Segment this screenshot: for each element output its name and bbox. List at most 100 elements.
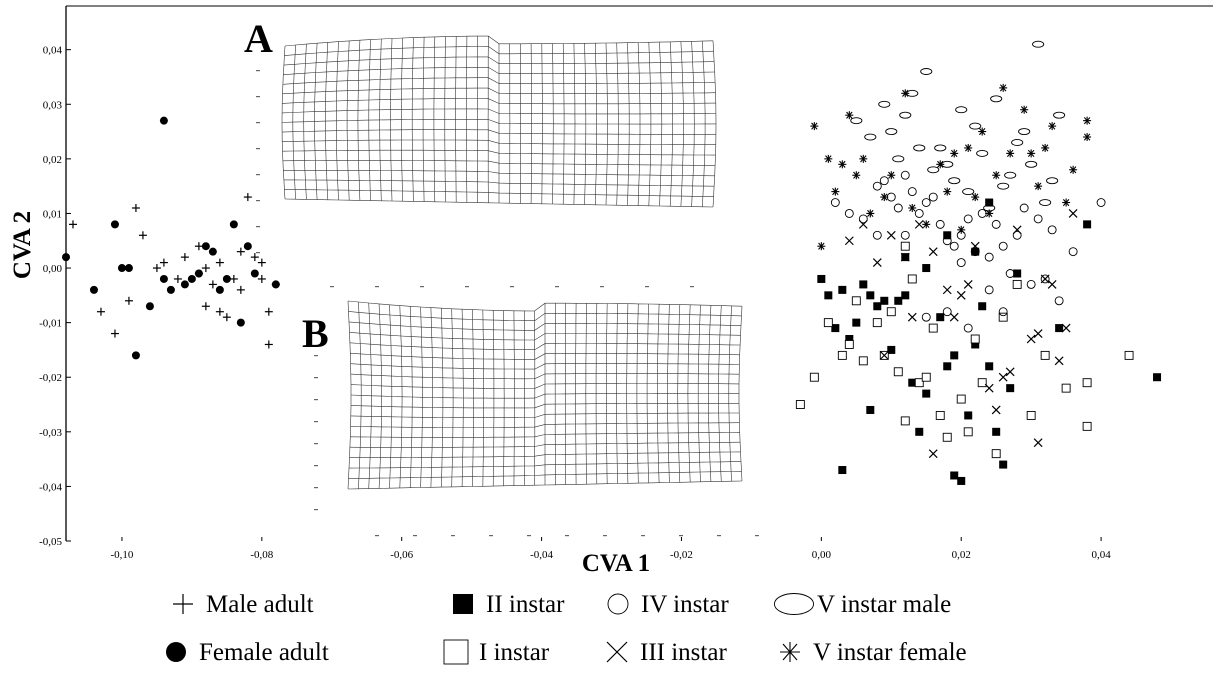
point-filled-square: [817, 274, 826, 283]
point-open-circle: [872, 181, 882, 191]
point-open-ellipse: [976, 149, 989, 157]
point-cross: [1068, 209, 1078, 218]
point-filled-square: [978, 302, 987, 311]
point-cross: [998, 372, 1008, 382]
guide-dot: [510, 286, 514, 288]
grid-line: [314, 43, 318, 200]
y-tick-label: 0,03: [43, 99, 63, 111]
point-filled-circle: [229, 220, 238, 229]
legend-marker-open-square: [443, 639, 469, 665]
point-open-circle: [970, 247, 980, 257]
point-asterisk: [1069, 165, 1078, 174]
grid-line: [718, 305, 722, 482]
grid-line: [358, 301, 362, 489]
point-plus: [201, 302, 210, 311]
point-asterisk: [999, 83, 1008, 92]
point-filled-circle: [110, 220, 119, 229]
point-open-ellipse: [1025, 160, 1038, 168]
grid-line: [712, 40, 717, 208]
point-open-circle: [998, 307, 1008, 317]
point-open-ellipse: [892, 155, 905, 163]
point-filled-circle: [89, 285, 98, 294]
y-tick-label: 0,00: [43, 263, 63, 275]
point-plus: [264, 340, 273, 349]
x-tick-label: -0,02: [670, 549, 693, 561]
point-plus: [250, 253, 259, 262]
point-asterisk: [985, 209, 994, 218]
point-filled-square: [838, 466, 847, 475]
point-filled-square: [887, 345, 896, 354]
point-filled-square: [950, 351, 959, 360]
guide-dot: [256, 252, 260, 254]
point-cross: [1054, 356, 1064, 366]
point-filled-square: [985, 362, 994, 371]
point-filled-square: [908, 378, 917, 387]
grid-line: [636, 303, 639, 484]
point-open-ellipse: [864, 133, 877, 141]
point-asterisk: [880, 193, 889, 202]
point-open-circle: [984, 252, 994, 262]
grid-line: [422, 37, 425, 202]
point-open-square: [970, 334, 980, 344]
point-open-circle: [858, 214, 868, 224]
grid-line: [627, 42, 630, 206]
point-filled-circle: [62, 253, 70, 262]
grid-line: [368, 302, 372, 489]
point-filled-square: [964, 411, 973, 420]
point-asterisk: [936, 160, 945, 169]
point-asterisk: [950, 149, 959, 158]
point-plus: [131, 203, 140, 212]
point-open-ellipse: [1018, 128, 1031, 136]
point-cross: [900, 252, 910, 262]
point-open-ellipse: [962, 188, 975, 196]
grid-line: [687, 304, 691, 483]
x-axis-title: CVA 1: [582, 550, 650, 577]
point-filled-circle: [236, 318, 245, 327]
grid-line: [347, 300, 352, 490]
point-cross: [1033, 329, 1043, 338]
deformation-grid-b: [314, 300, 759, 537]
point-open-circle: [1019, 203, 1029, 213]
grid-line: [292, 44, 296, 200]
grid-line: [728, 305, 732, 482]
guide-dot: [256, 226, 260, 228]
point-open-square: [1124, 350, 1134, 360]
grid-line: [657, 304, 660, 483]
point-open-square: [914, 378, 924, 388]
point-open-square: [1026, 410, 1036, 420]
point-filled-circle: [145, 302, 154, 311]
grid-line: [616, 303, 618, 484]
grid-line: [389, 304, 393, 489]
guide-dot: [641, 535, 645, 537]
grid-line: [492, 310, 495, 487]
point-filled-square: [922, 264, 931, 273]
point-open-circle: [1026, 279, 1036, 289]
point-plus: [138, 231, 147, 240]
point-plus: [222, 313, 231, 322]
point-plus: [68, 220, 77, 229]
point-plus: [264, 307, 273, 316]
point-filled-circle: [215, 285, 224, 294]
point-filled-square: [866, 405, 875, 414]
point-open-square: [1040, 350, 1050, 360]
legend-label: III instar: [640, 639, 727, 666]
point-cross: [886, 230, 896, 240]
grid-line: [390, 38, 393, 202]
point-open-circle: [942, 307, 952, 317]
grid-line: [420, 306, 423, 488]
grid-line: [702, 41, 706, 207]
point-cross: [942, 285, 952, 295]
point-asterisk: [1062, 198, 1071, 207]
point-asterisk: [922, 220, 931, 229]
grid-line: [399, 305, 403, 488]
point-filled-square: [845, 335, 854, 344]
point-open-circle: [998, 241, 1008, 251]
guide-dot: [645, 286, 649, 288]
point-filled-square: [1153, 373, 1162, 382]
point-open-square: [963, 427, 973, 437]
point-cross: [1005, 367, 1015, 377]
y-tick-label: -0,05: [39, 536, 62, 548]
grid-line: [346, 40, 350, 201]
point-plus: [257, 258, 266, 267]
